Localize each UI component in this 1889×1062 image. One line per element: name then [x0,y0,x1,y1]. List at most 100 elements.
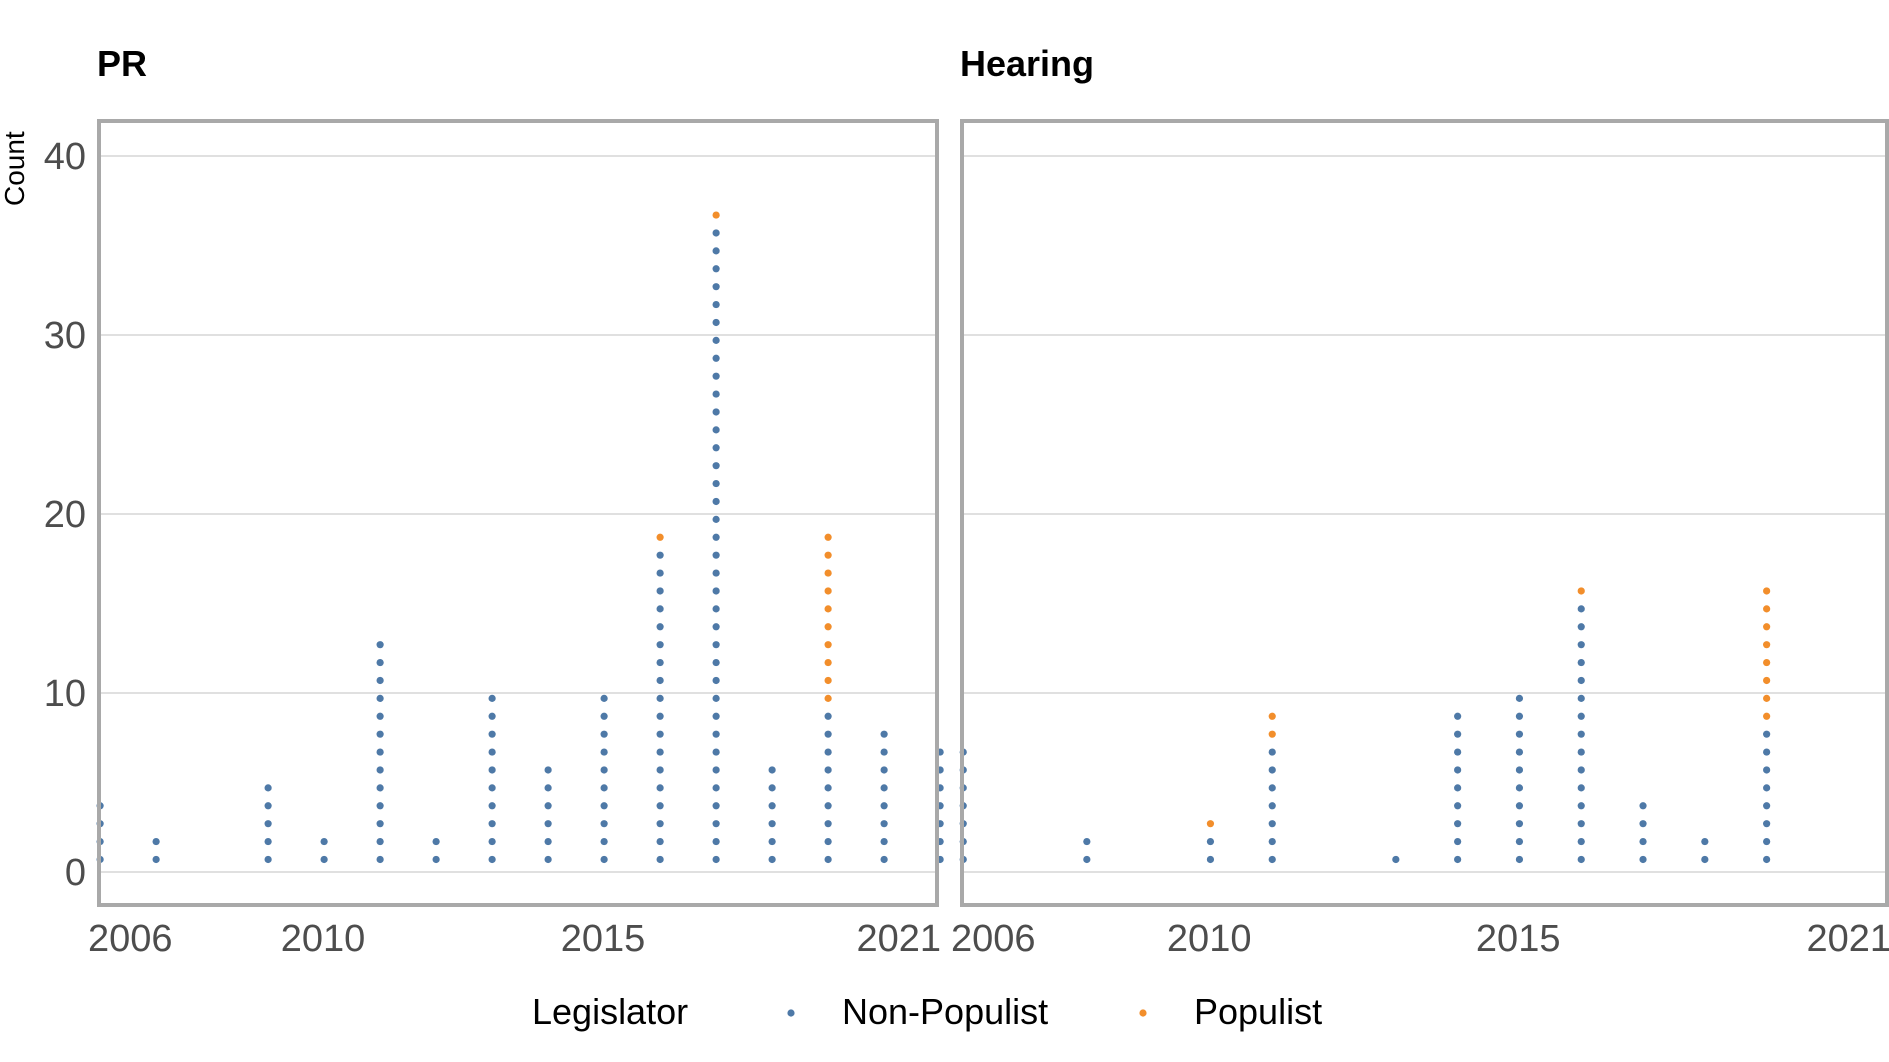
y-tick-label: 40 [44,136,86,178]
dot-non-populist [1763,802,1771,810]
dot-non-populist [824,837,832,846]
x-tick-label: 2010 [281,918,366,960]
dot-non-populist [264,820,272,828]
dot-populist [1268,712,1276,720]
dot-populist [824,551,832,559]
dot-non-populist [712,551,720,559]
y-axis-label: Count [0,131,30,206]
dot-non-populist [600,820,608,828]
dot-non-populist [656,641,664,649]
dot-non-populist [376,712,384,720]
dot-non-populist [488,855,496,864]
dot-non-populist [656,766,664,774]
dot-non-populist [1763,837,1771,846]
legend-swatch-populist [1139,1009,1147,1017]
dot-non-populist [824,712,832,720]
dot-non-populist [712,766,720,774]
dot-non-populist [432,837,440,846]
dot-non-populist [1577,784,1585,792]
dot-non-populist [712,569,720,577]
legend-label-non-populist: Non-Populist [842,991,1048,1032]
dot-non-populist [600,730,608,738]
panel-hearing: Hearing 2006 2010 2015 2021 [951,43,1889,960]
dot-non-populist [712,605,720,613]
dot-non-populist [1515,694,1524,702]
dot-non-populist [1577,837,1585,846]
dot-non-populist [1268,766,1276,774]
dot-non-populist [1639,855,1647,864]
dot-non-populist [376,748,384,756]
dot-non-populist [824,855,832,864]
dot-populist [1763,676,1771,685]
dot-non-populist [712,730,720,738]
dot-non-populist [712,265,720,273]
dot-non-populist [824,802,832,810]
dot-non-populist [824,748,832,756]
dot-non-populist [152,837,160,846]
dot-non-populist [1577,730,1585,738]
x-tick-label: 2006 [951,918,1036,960]
dot-non-populist [880,784,888,792]
dot-populist [1206,820,1215,828]
dot-non-populist [376,658,384,667]
dot-non-populist [712,515,720,523]
dot-non-populist [712,497,720,506]
dot-non-populist [488,694,496,702]
dot-populist [1763,694,1771,702]
dot-non-populist [1268,820,1276,828]
dot-non-populist [544,837,552,846]
dot-non-populist [824,784,832,792]
dot-non-populist [1639,802,1647,810]
dot-non-populist [320,837,328,846]
legend-label-populist: Populist [1194,991,1322,1032]
x-tick-label: 2021 [1806,918,1889,960]
x-tick-label: 2010 [1167,918,1252,960]
dot-non-populist [712,658,720,667]
dot-non-populist [1392,855,1400,864]
dot-non-populist [656,694,664,702]
dot-non-populist [656,784,664,792]
dot-non-populist [1577,623,1585,631]
y-tick-label: 10 [44,673,86,715]
dot-non-populist [1577,820,1585,828]
dot-non-populist [824,730,832,738]
dot-non-populist [1763,855,1771,864]
dot-non-populist [712,748,720,756]
dot-non-populist [1515,712,1524,720]
dot-non-populist [1515,748,1524,756]
dot-non-populist [376,730,384,738]
dot-non-populist [376,802,384,810]
dot-non-populist [656,623,664,631]
dot-non-populist [656,712,664,720]
dot-non-populist [600,855,608,864]
dot-non-populist [600,802,608,810]
dot-populist [824,676,832,685]
dot-non-populist [488,712,496,720]
dot-populist [824,569,832,577]
dot-non-populist [768,802,776,810]
dot-non-populist [1454,837,1462,846]
dot-non-populist [880,820,888,828]
dot-non-populist [1763,820,1771,828]
dot-non-populist [712,408,720,416]
dot-non-populist [1454,802,1462,810]
dot-non-populist [712,533,720,541]
dot-non-populist [880,802,888,810]
dot-non-populist [712,802,720,810]
dot-non-populist [768,855,776,864]
dot-non-populist [1515,766,1524,774]
dot-non-populist [656,587,664,595]
dot-non-populist [488,766,496,774]
dot-non-populist [1206,837,1215,846]
x-tick-label: 2015 [561,918,646,960]
dot-non-populist [656,837,664,846]
dot-non-populist [712,641,720,649]
dot-non-populist [656,569,664,577]
dot-non-populist [1577,766,1585,774]
dot-non-populist [656,676,664,685]
dot-populist [1763,712,1771,720]
panel-pr: PR 2006 2010 2015 2021 0 10 20 30 40 [44,43,944,960]
dot-non-populist [712,694,720,702]
dot-non-populist [1268,748,1276,756]
